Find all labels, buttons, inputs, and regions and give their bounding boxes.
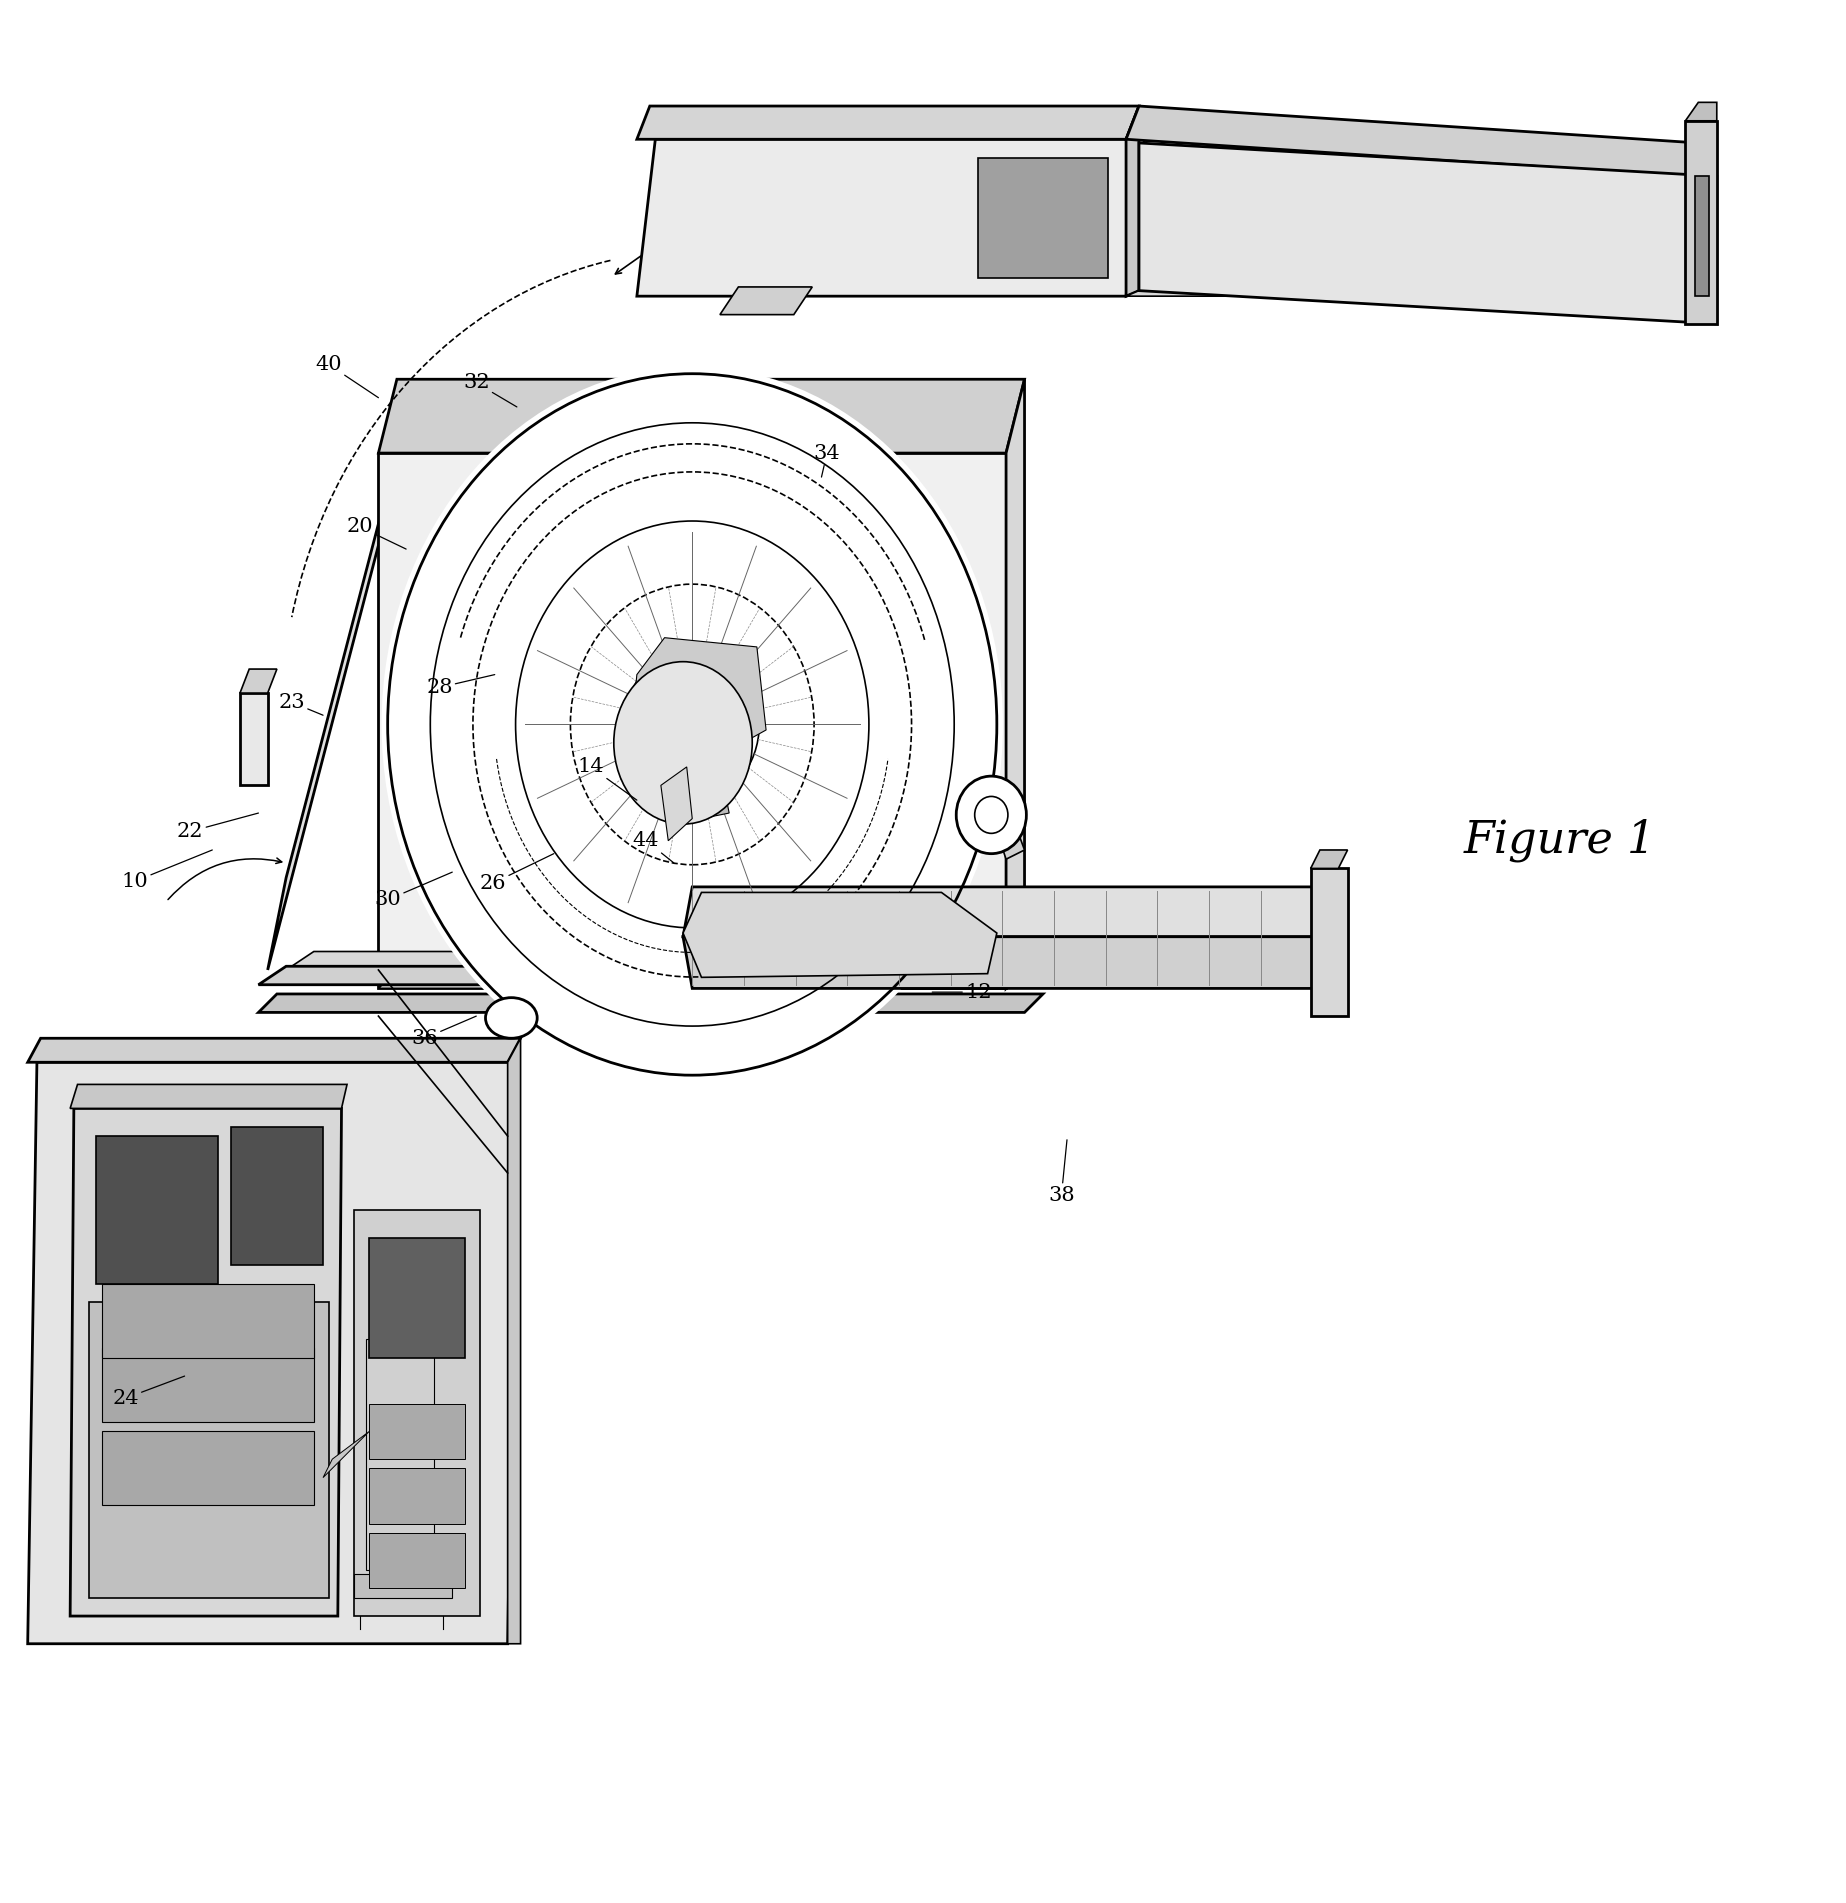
Polygon shape (258, 967, 1052, 984)
Text: 36: 36 (412, 1016, 476, 1049)
Polygon shape (1126, 107, 1139, 297)
Polygon shape (637, 107, 1139, 139)
Polygon shape (683, 887, 1329, 936)
Polygon shape (1006, 379, 1025, 988)
Polygon shape (628, 638, 766, 786)
Polygon shape (378, 453, 1006, 988)
Polygon shape (354, 1210, 480, 1616)
Polygon shape (978, 158, 1108, 278)
Ellipse shape (382, 367, 1002, 1083)
Polygon shape (286, 952, 1025, 971)
Text: 32: 32 (463, 373, 517, 407)
Polygon shape (323, 1431, 369, 1477)
Text: 26: 26 (480, 854, 554, 893)
Text: 34: 34 (814, 443, 840, 478)
Polygon shape (369, 1237, 465, 1357)
Polygon shape (378, 971, 1025, 988)
Text: 44: 44 (633, 832, 674, 862)
Ellipse shape (956, 776, 1026, 854)
Polygon shape (102, 1349, 314, 1422)
Text: 28: 28 (426, 674, 495, 696)
Polygon shape (1126, 291, 1698, 297)
Polygon shape (268, 453, 397, 971)
Polygon shape (683, 893, 997, 978)
Polygon shape (89, 1302, 329, 1599)
Polygon shape (366, 1340, 434, 1570)
Polygon shape (354, 1574, 452, 1599)
Polygon shape (991, 814, 1025, 858)
Polygon shape (661, 767, 692, 841)
Polygon shape (1126, 291, 1698, 297)
Polygon shape (28, 1062, 517, 1644)
Polygon shape (655, 767, 729, 822)
Text: 22: 22 (177, 813, 258, 841)
Text: 10: 10 (122, 851, 212, 891)
Polygon shape (1311, 868, 1348, 1016)
Text: 12: 12 (932, 982, 991, 1001)
Polygon shape (1311, 851, 1348, 868)
Text: 40: 40 (316, 356, 378, 398)
Text: 24: 24 (113, 1376, 185, 1408)
Polygon shape (28, 1039, 521, 1062)
Polygon shape (637, 139, 1145, 297)
Text: 30: 30 (375, 872, 452, 910)
Ellipse shape (485, 997, 537, 1039)
Polygon shape (102, 1431, 314, 1505)
Polygon shape (1320, 887, 1329, 988)
Polygon shape (240, 670, 277, 693)
Polygon shape (369, 1534, 465, 1589)
Polygon shape (240, 693, 268, 786)
Polygon shape (1685, 103, 1717, 120)
Polygon shape (1126, 107, 1698, 177)
Polygon shape (231, 1127, 323, 1265)
Polygon shape (1695, 177, 1709, 297)
Polygon shape (720, 287, 812, 314)
Text: Figure 1: Figure 1 (1464, 818, 1656, 862)
Polygon shape (70, 1085, 347, 1108)
Polygon shape (258, 993, 1043, 1012)
Polygon shape (96, 1136, 218, 1285)
Polygon shape (378, 379, 1025, 453)
Text: 20: 20 (347, 518, 406, 550)
Polygon shape (102, 1285, 314, 1357)
Ellipse shape (377, 1260, 428, 1324)
Text: 38: 38 (1049, 1140, 1074, 1205)
Polygon shape (1685, 120, 1717, 324)
Polygon shape (70, 1108, 342, 1616)
Polygon shape (508, 1039, 521, 1644)
Ellipse shape (613, 662, 753, 824)
Polygon shape (683, 936, 1329, 988)
Text: 23: 23 (279, 693, 323, 716)
Polygon shape (369, 1469, 465, 1524)
Polygon shape (1139, 143, 1717, 324)
Text: 14: 14 (578, 757, 637, 799)
Polygon shape (369, 1404, 465, 1460)
